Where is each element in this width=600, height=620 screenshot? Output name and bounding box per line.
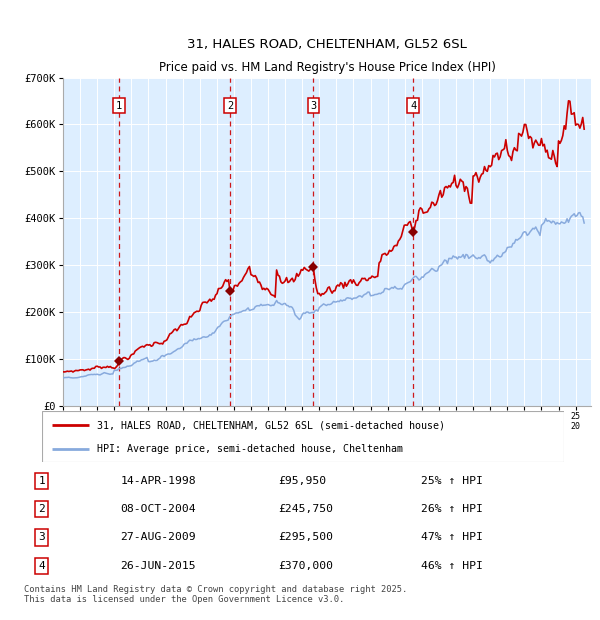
Text: 26% ↑ HPI: 26% ↑ HPI: [421, 504, 484, 514]
Text: 08-OCT-2004: 08-OCT-2004: [121, 504, 196, 514]
Text: 47% ↑ HPI: 47% ↑ HPI: [421, 533, 484, 542]
Text: 25% ↑ HPI: 25% ↑ HPI: [421, 476, 484, 485]
Text: 3: 3: [38, 533, 45, 542]
Text: £370,000: £370,000: [278, 561, 333, 571]
Text: 2: 2: [227, 100, 233, 110]
Text: 2: 2: [38, 504, 45, 514]
Text: 27-AUG-2009: 27-AUG-2009: [121, 533, 196, 542]
Text: 1: 1: [38, 476, 45, 485]
Text: £245,750: £245,750: [278, 504, 333, 514]
Text: 4: 4: [38, 561, 45, 571]
Text: 3: 3: [310, 100, 316, 110]
Text: 31, HALES ROAD, CHELTENHAM, GL52 6SL: 31, HALES ROAD, CHELTENHAM, GL52 6SL: [187, 38, 467, 51]
Text: 46% ↑ HPI: 46% ↑ HPI: [421, 561, 484, 571]
Text: 1: 1: [116, 100, 122, 110]
Text: Price paid vs. HM Land Registry's House Price Index (HPI): Price paid vs. HM Land Registry's House …: [158, 61, 496, 74]
Text: 31, HALES ROAD, CHELTENHAM, GL52 6SL (semi-detached house): 31, HALES ROAD, CHELTENHAM, GL52 6SL (se…: [97, 420, 445, 430]
Text: Contains HM Land Registry data © Crown copyright and database right 2025.
This d: Contains HM Land Registry data © Crown c…: [24, 585, 407, 604]
Text: £295,500: £295,500: [278, 533, 333, 542]
Text: 4: 4: [410, 100, 416, 110]
Text: 14-APR-1998: 14-APR-1998: [121, 476, 196, 485]
Text: £95,950: £95,950: [278, 476, 326, 485]
Text: 26-JUN-2015: 26-JUN-2015: [121, 561, 196, 571]
Text: HPI: Average price, semi-detached house, Cheltenham: HPI: Average price, semi-detached house,…: [97, 444, 403, 454]
